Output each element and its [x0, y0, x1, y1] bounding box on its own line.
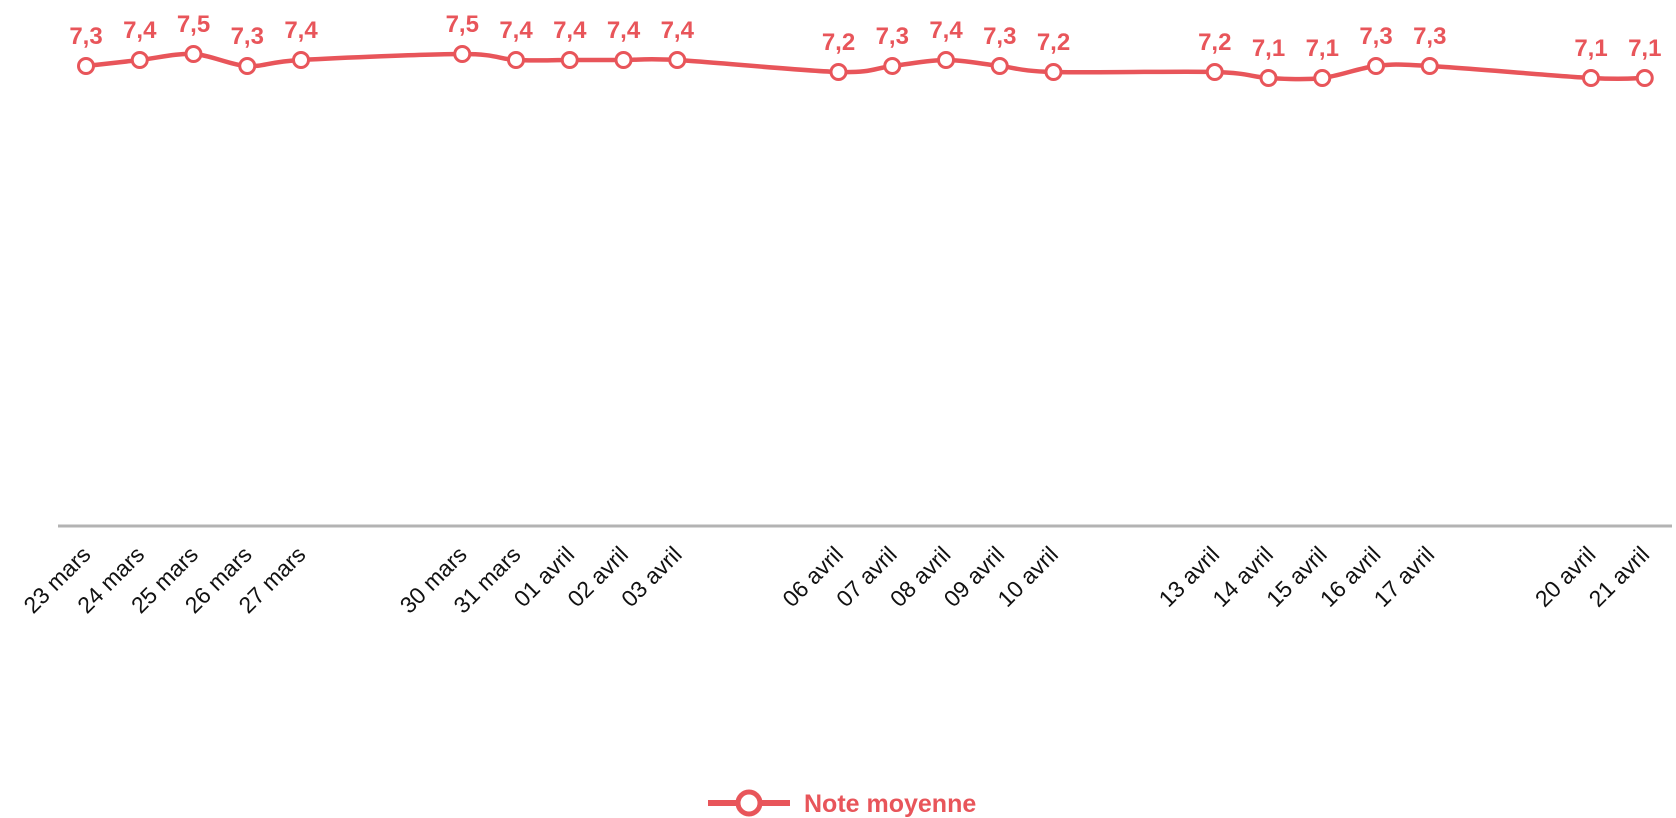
data-point — [1420, 57, 1439, 75]
legend-marker-swatch — [735, 789, 763, 817]
data-point — [1582, 69, 1600, 87]
data-point — [829, 63, 848, 81]
data-point — [77, 57, 95, 75]
data-point — [1044, 63, 1063, 81]
x-tick-label: 17 avril — [1368, 541, 1439, 612]
data-label: 7,5 — [177, 11, 210, 38]
data-point — [1205, 63, 1224, 81]
data-point — [560, 51, 579, 69]
data-label: 7,3 — [1359, 23, 1392, 50]
data-label: 7,3 — [69, 23, 102, 50]
data-label: 7,5 — [446, 11, 479, 38]
x-tick-label: 10 avril — [992, 541, 1063, 612]
data-point — [937, 51, 955, 69]
data-label: 7,4 — [607, 17, 641, 44]
data-point — [130, 51, 149, 69]
data-point — [1367, 57, 1385, 75]
data-point — [453, 45, 472, 63]
data-label: 7,3 — [983, 23, 1016, 50]
data-label: 7,1 — [1574, 35, 1607, 62]
data-label: 7,1 — [1252, 35, 1285, 62]
data-label: 7,4 — [553, 17, 587, 44]
data-point — [184, 45, 203, 63]
data-label: 7,2 — [1037, 29, 1070, 56]
data-point — [1259, 69, 1278, 87]
x-tick-label: 21 avril — [1583, 541, 1654, 612]
data-label: 7,2 — [822, 29, 855, 56]
data-label: 7,4 — [284, 17, 318, 44]
data-point — [292, 51, 310, 69]
data-point — [507, 51, 525, 69]
data-point — [1635, 69, 1654, 87]
data-label: 7,2 — [1198, 29, 1231, 56]
data-label: 7,3 — [1413, 23, 1446, 50]
data-label: 7,4 — [123, 17, 157, 44]
data-label: 7,4 — [661, 17, 695, 44]
data-point — [990, 57, 1009, 75]
series-line-note-moyenne — [85, 51, 1645, 82]
data-point — [238, 57, 257, 75]
data-label: 7,4 — [499, 17, 533, 44]
data-point — [614, 51, 633, 69]
data-point — [1313, 69, 1332, 87]
legend-label: Note moyenne — [804, 790, 976, 818]
legend: Note moyenne — [708, 789, 976, 818]
series-layer: 7,3 7,4 7,5 7,3 7,4 7,5 7,4 7,4 7,4 7,4 7,2 7,3 7,4 7… — [69, 11, 1661, 87]
data-label: 7,3 — [876, 23, 909, 50]
data-label: 7,3 — [231, 23, 264, 50]
data-point — [668, 51, 687, 69]
data-label: 7,1 — [1628, 35, 1661, 62]
x-tick-label: 03 avril — [616, 541, 687, 612]
data-point — [883, 57, 902, 75]
data-label: 7,1 — [1306, 35, 1339, 62]
data-label: 7,4 — [929, 17, 963, 44]
